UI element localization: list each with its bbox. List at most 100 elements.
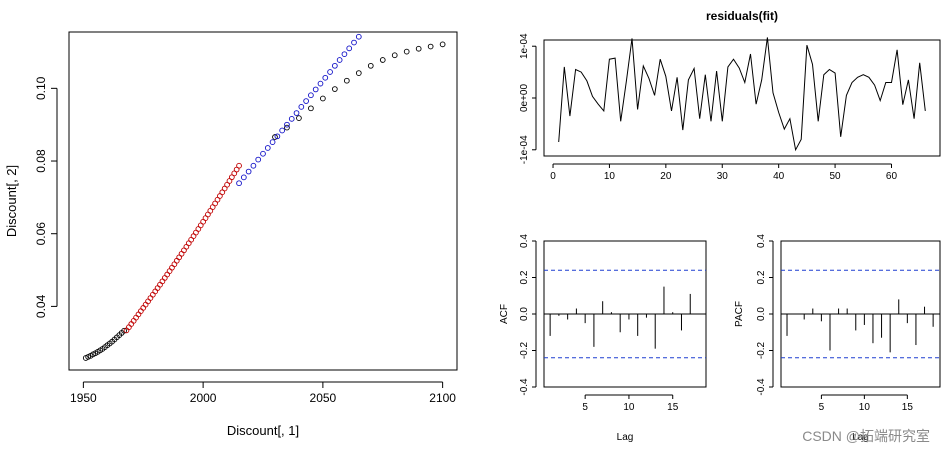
discount-point	[367, 62, 374, 69]
discount-point	[260, 150, 266, 157]
discount-point	[236, 162, 242, 169]
discount-point	[274, 133, 281, 140]
discount-point	[236, 180, 242, 187]
residuals-y-tick-label: -1e-04	[519, 135, 530, 164]
acf-y-tick-label: -0.4	[519, 378, 530, 396]
discount-point	[322, 74, 329, 81]
pacf-x-axis-label: Lag	[852, 432, 869, 443]
discount-y-tick-label: 0.06	[34, 222, 48, 246]
discount-point	[439, 41, 446, 48]
residuals-x-tick-label: 10	[604, 171, 616, 182]
discount-point	[391, 52, 398, 59]
watermark-text: CSDN @拓端研究室	[802, 428, 930, 444]
discount-point	[320, 95, 326, 102]
discount-points	[82, 33, 446, 361]
discount-plot: 1950 2000 2050 2100 0.04 0.06 0.08 0.10 Discount…	[4, 31, 458, 438]
discount-point	[149, 291, 156, 298]
discount-point	[176, 254, 183, 261]
acf-y-tick-label: -0.2	[519, 341, 530, 359]
acf-bars	[549, 286, 691, 349]
pacf-y-tick-label: 0.2	[756, 270, 767, 284]
residuals-x-tick-label: 50	[830, 171, 842, 182]
pacf-plot: 5 10 15 -0.4 -0.2 0.0 0.2 0.4 Lag PACF	[734, 234, 941, 443]
discount-point	[317, 80, 324, 87]
discount-point	[159, 278, 166, 285]
residuals-x-tick-label: 30	[717, 171, 729, 182]
discount-point	[140, 305, 147, 311]
discount-point	[284, 124, 290, 131]
discount-point	[312, 86, 319, 93]
discount-point	[379, 57, 386, 63]
discount-point	[415, 45, 422, 52]
discount-point	[121, 327, 127, 334]
discount-point	[164, 271, 171, 278]
discount-point	[161, 275, 168, 281]
discount-point	[255, 156, 262, 163]
discount-x-tick-label: 1950	[70, 391, 97, 405]
discount-point	[288, 116, 295, 122]
discount-point	[296, 115, 302, 121]
discount-point	[308, 105, 314, 112]
discount-x-tick-label: 2100	[429, 391, 456, 405]
pacf-y-tick-label: 0.0	[756, 307, 767, 321]
discount-x-axis-label: Discount[, 1]	[227, 423, 299, 438]
pacf-x-tick-label: 5	[819, 402, 825, 413]
discount-point	[355, 70, 362, 76]
discount-y-tick-label: 0.10	[34, 76, 48, 100]
discount-point	[173, 257, 180, 264]
discount-y-tick-label: 0.04	[34, 294, 48, 318]
discount-point	[269, 139, 276, 145]
discount-point	[157, 281, 163, 288]
acf-y-tick-label: 0.4	[519, 234, 530, 248]
discount-point	[138, 308, 144, 315]
discount-point	[341, 51, 348, 58]
chart-panels: 1950 2000 2050 2100 0.04 0.06 0.08 0.10 Discount…	[4, 9, 941, 443]
discount-x-tick-label: 2000	[190, 391, 217, 405]
acf-x-tick-label: 15	[667, 402, 679, 413]
pacf-y-tick-label: -0.2	[756, 341, 767, 359]
discount-point	[332, 62, 338, 69]
discount-point	[171, 261, 178, 268]
residuals-title: residuals(fit)	[706, 9, 778, 23]
residuals-x-tick-label: 0	[550, 171, 556, 182]
acf-y-tick-label: 0.0	[519, 307, 530, 321]
discount-point	[293, 110, 300, 116]
discount-point	[332, 86, 338, 92]
discount-point	[272, 134, 278, 140]
discount-point	[279, 127, 286, 134]
residuals-plot-frame	[543, 39, 941, 157]
discount-point	[427, 43, 434, 50]
discount-point	[169, 264, 175, 271]
acf-x-tick-label: 10	[623, 402, 635, 413]
discount-point	[240, 174, 247, 181]
acf-x-axis-label: Lag	[617, 432, 634, 443]
discount-point	[336, 57, 343, 63]
pacf-bars	[786, 299, 934, 353]
discount-point	[327, 69, 333, 75]
discount-point	[250, 162, 257, 169]
pacf-y-axis-label: PACF	[734, 301, 745, 327]
discount-point	[264, 145, 271, 151]
discount-point	[152, 288, 159, 295]
pacf-x-tick-label: 15	[902, 402, 914, 413]
discount-point	[145, 298, 151, 305]
residuals-y-tick-label: 0e+00	[519, 84, 530, 113]
discount-y-axis-label: Discount[, 2]	[4, 165, 19, 237]
discount-point	[355, 33, 362, 40]
acf-plot: 5 10 15 -0.4 -0.2 0.0 0.2 0.4 Lag ACF	[499, 234, 707, 443]
discount-point	[147, 295, 154, 301]
pacf-y-tick-label: 0.4	[756, 234, 767, 248]
discount-point	[303, 98, 309, 104]
discount-point	[298, 104, 305, 110]
discount-point	[308, 92, 314, 99]
discount-point	[351, 39, 357, 46]
discount-point	[135, 311, 142, 318]
discount-y-tick-label: 0.08	[34, 149, 48, 173]
discount-point	[154, 285, 161, 291]
discount-x-tick-label: 2050	[310, 391, 337, 405]
discount-point	[166, 268, 173, 274]
discount-point	[346, 45, 353, 52]
acf-y-tick-label: 0.2	[519, 270, 530, 284]
discount-point	[142, 301, 149, 308]
